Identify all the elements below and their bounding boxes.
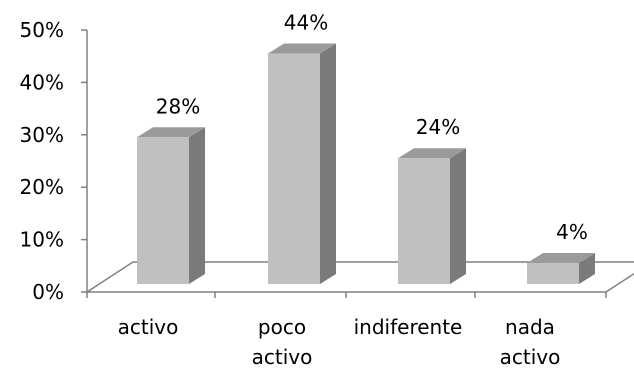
bar-top-face <box>398 148 466 159</box>
data-label: 24% <box>416 115 460 139</box>
bar-side-face <box>450 148 466 284</box>
y-tick-label: 0% <box>32 280 64 304</box>
bar-top-face <box>527 253 595 264</box>
data-label: 28% <box>156 94 200 118</box>
chart-floor <box>84 261 634 293</box>
bar-side-face <box>189 127 205 284</box>
data-labels: 28% 44% 24% 4% <box>156 10 588 244</box>
x-category-label: poco activo <box>252 315 313 369</box>
y-tick-label: 40% <box>20 70 64 94</box>
bar-front-face <box>268 53 320 284</box>
bar-front-face <box>398 158 450 284</box>
data-label: 4% <box>556 220 588 244</box>
bar <box>268 43 336 284</box>
y-tick-label: 30% <box>20 123 64 147</box>
y-tick-label: 20% <box>20 175 64 199</box>
y-axis: 0% 10% 20% 30% 40% 50% <box>20 18 88 304</box>
bar-side-face <box>320 43 336 284</box>
floor-plane <box>84 261 634 293</box>
bar <box>137 127 205 284</box>
x-category-label: activo <box>118 315 179 339</box>
bar-front-face <box>137 137 189 284</box>
bar-front-face <box>527 263 579 284</box>
y-tick-label: 50% <box>20 18 64 42</box>
bar-top-face <box>137 127 205 138</box>
bars <box>137 43 595 284</box>
x-axis: activo poco activo indiferente nada activo <box>86 292 607 369</box>
x-category-label: nada activo <box>500 315 561 369</box>
x-category-label: indiferente <box>354 315 463 339</box>
y-tick-label: 10% <box>20 228 64 252</box>
data-label: 44% <box>284 10 328 34</box>
bar <box>527 253 595 284</box>
bar <box>398 148 466 284</box>
bar-side-face <box>579 253 595 284</box>
bar-top-face <box>268 43 336 54</box>
